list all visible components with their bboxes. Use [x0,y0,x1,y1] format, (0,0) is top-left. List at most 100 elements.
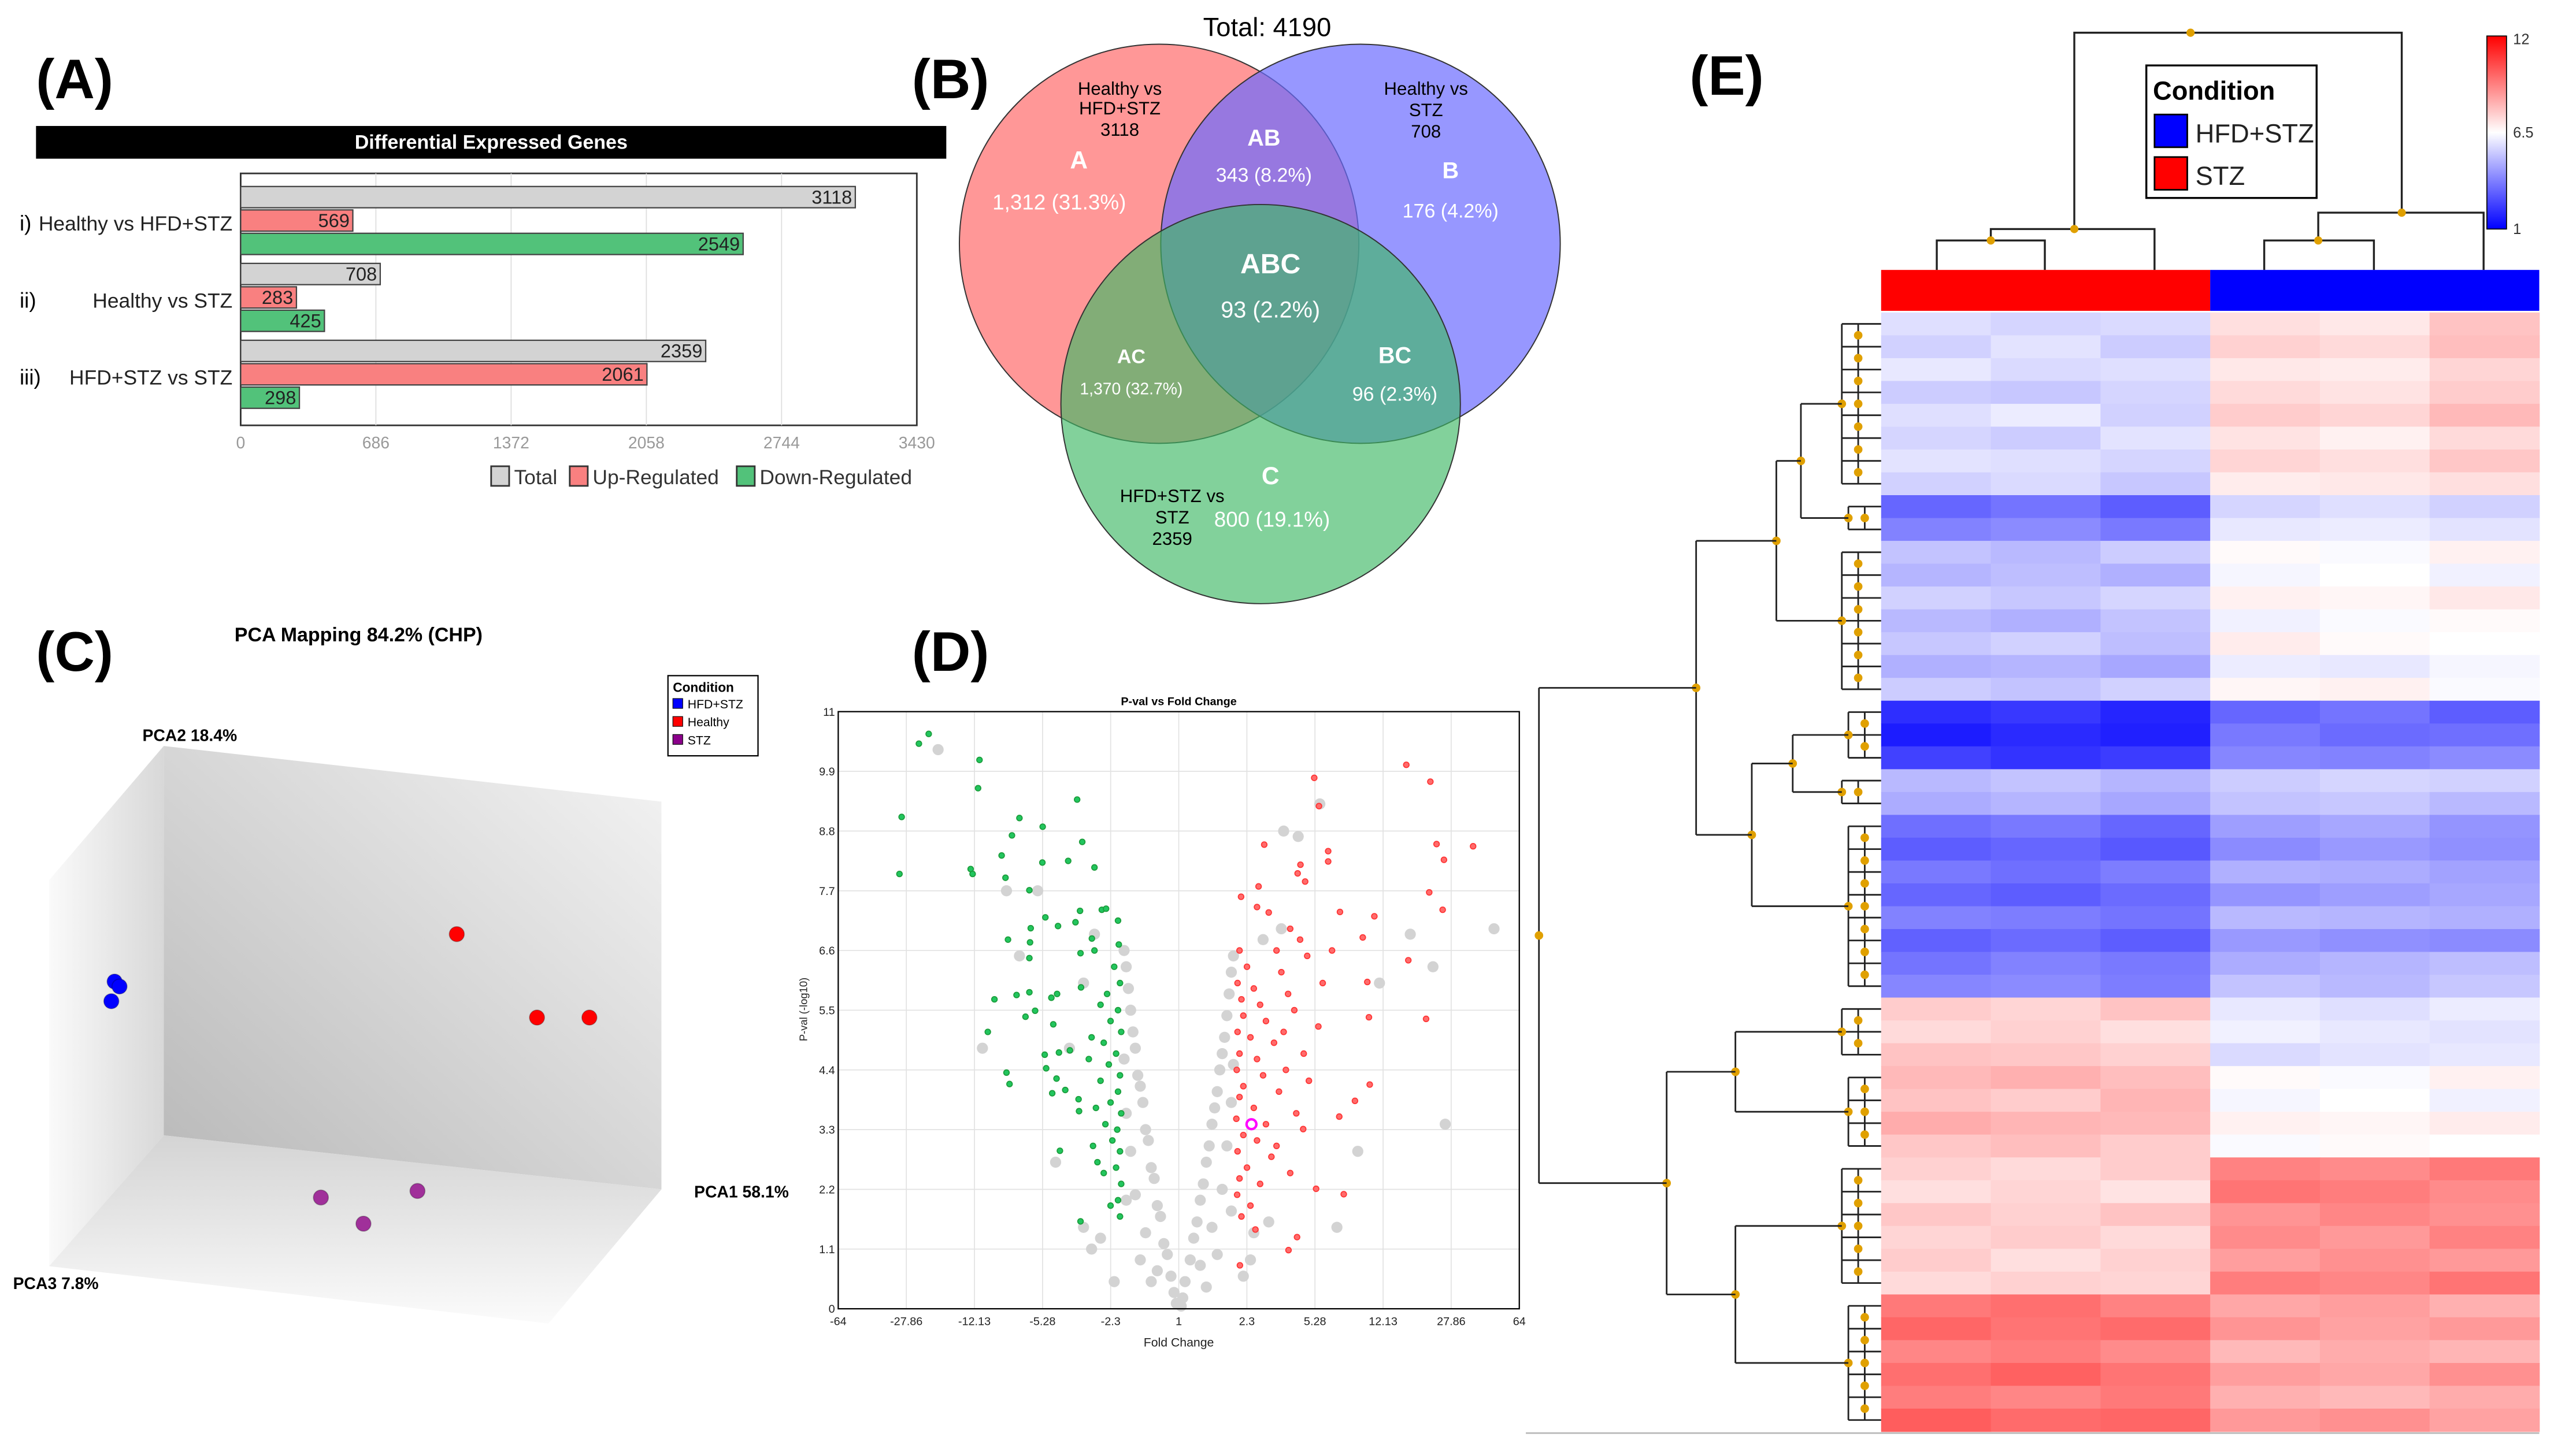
volcano-point-ns [1118,945,1130,956]
volcano-point-ns [1162,1249,1173,1260]
heatmap-cell [2210,952,2321,975]
heatmap-cell [2100,1089,2211,1113]
volcano-point-up [1255,883,1262,890]
bar-up-regulated [240,363,648,386]
heatmap-cell [2100,1271,2211,1295]
volcano-point-down [1085,1056,1092,1063]
volcano-point-down [1016,815,1023,822]
region-bc-label: BC [1378,343,1411,369]
heatmap-cell [1990,1134,2101,1158]
heatmap-cell [1881,1180,1992,1204]
heatmap-cell [1990,403,2101,428]
volcano-point-up [1285,990,1292,997]
heatmap-cell [2210,403,2321,428]
legend-swatch-down [736,465,756,487]
heatmap-cell [2429,975,2540,998]
volcano-point-up [1365,1013,1373,1021]
volcano-point-ns [1206,1221,1218,1233]
heatmap-cell [2210,655,2321,679]
volcano-point-ns [1225,1097,1237,1108]
volcano-point-down [1074,796,1081,803]
volcano-point-down [1078,838,1086,845]
heatmap-cell [1881,1020,1992,1044]
heatmap-cell [1990,1089,2101,1113]
volcano-point-down [1114,1126,1121,1133]
volcano-point-up [1325,858,1332,865]
heatmap-cell [2100,381,2211,404]
heatmap-cell [2319,1020,2430,1044]
volcano-point-down [1100,1039,1107,1046]
volcano-point-up [1325,848,1332,855]
panel-e: (E) Condition HFD+STZ STZ 12 6.5 1 [1526,28,2540,1434]
heatmap-legend-swatch-stz [2153,156,2188,191]
dendrogram-node [1662,1179,1671,1188]
volcano-point-ns [1140,1124,1151,1135]
heatmap-cell [1881,541,1992,564]
volcano-point-up [1403,762,1410,768]
volcano-title: P-val vs Fold Change [1121,695,1236,708]
heatmap-cell [2210,1043,2321,1067]
heatmap-cell [2319,655,2430,679]
heatmap-cell [1881,906,1992,930]
volcano-point-down [1088,935,1095,942]
heatmap-cell [2429,883,2540,907]
pca-legend: Condition HFD+STZ Healthy STZ [667,675,759,757]
volcano-x-tick: 27.86 [1437,1315,1466,1328]
volcano-point-ns [1195,1194,1206,1206]
volcano-point-down [1026,989,1033,996]
category-label-1: Healthy vs HFD+STZ [39,212,232,235]
bar-total [240,339,707,362]
heatmap-cell [2210,541,2321,564]
heatmap-cell [2429,1409,2540,1432]
volcano-point-down [1054,990,1061,997]
heatmap-cell [2429,1180,2540,1204]
dendrogram-node [1854,1198,1863,1208]
heatmap-cell [2100,1043,2211,1067]
heatmap-cell [2429,700,2540,725]
volcano-x-tick: 5.28 [1304,1315,1326,1328]
heatmap-cell [2319,1157,2430,1181]
volcano-point-up [1297,861,1304,868]
heatmap-cell [2210,746,2321,770]
legend-label-down: Down-Regulated [759,466,912,489]
volcano-point-down [974,785,981,792]
heatmap-cell [2429,815,2540,838]
heatmap-cell [2100,837,2211,861]
heatmap-cell [1990,928,2101,953]
heatmap-cell [2429,381,2540,404]
volcano-point-up [1282,1067,1289,1074]
volcano-x-tick: 12.13 [1369,1315,1398,1328]
heatmap-cell [2429,1134,2540,1158]
volcano-x-tick: -5.28 [1029,1315,1055,1328]
volcano-point-down [1102,1121,1109,1128]
volcano-point-ns [1244,1254,1256,1266]
heatmap-cell [1990,518,2101,541]
volcano-y-tick: 5.5 [819,1005,835,1017]
volcano-point-ns [1146,1162,1157,1173]
volcano-x-tick: 2.3 [1239,1315,1255,1328]
panel-d: (D) P-val vs Fold Change -64 -27.86 -12.13… [798,621,1526,1349]
volcano-point-up [1315,1023,1322,1030]
pca-point-stz [313,1189,329,1206]
heatmap-cell [1881,1294,1992,1318]
heatmap-cell [2319,1112,2430,1135]
heatmap-cell [2429,495,2540,519]
heatmap-cell [1881,1203,1992,1227]
heatmap-legend: Condition HFD+STZ STZ [2145,64,2318,199]
heatmap-cell [2319,1249,2430,1272]
volcano-x-tick: -27.86 [890,1315,922,1328]
heatmap-cell [1990,1112,2101,1135]
heatmap-cell [1990,815,2101,838]
volcano-point-up [1273,1142,1280,1149]
pca-back-wall [164,746,662,1190]
dendrogram-node [1854,651,1863,660]
volcano-point-up [1254,904,1261,911]
heatmap-cell [2429,997,2540,1021]
volcano-point-ns [1217,1183,1228,1195]
volcano-point-up [1265,909,1272,916]
dendrogram-node [1854,422,1863,431]
volcano-point-down [1055,1049,1062,1056]
dendrogram-node [1860,1336,1869,1344]
volcano-point-ns [1352,1146,1363,1157]
heatmap-cell [2210,860,2321,884]
